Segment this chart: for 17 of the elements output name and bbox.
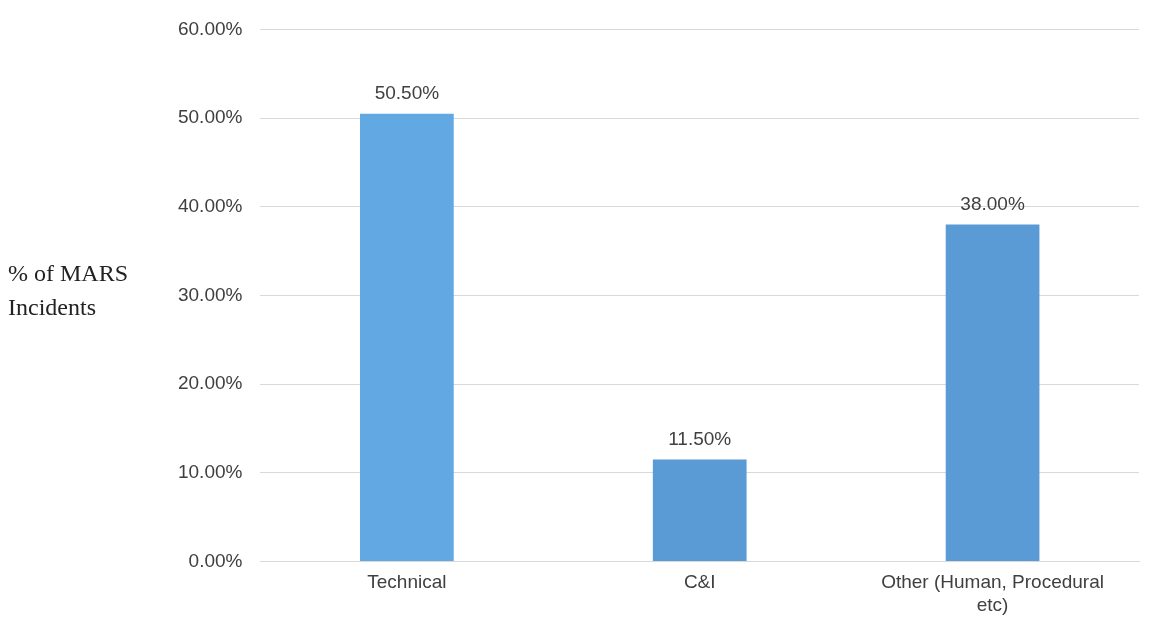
x-tick-label: Technical bbox=[367, 571, 447, 593]
y-tick-label: 10.00% bbox=[177, 460, 243, 482]
data-label: 50.50% bbox=[374, 82, 440, 104]
data-label: 11.50% bbox=[668, 428, 732, 450]
bar bbox=[945, 224, 1040, 561]
bar bbox=[360, 113, 454, 561]
y-tick-label: 20.00% bbox=[177, 372, 243, 394]
y-tick-label: 60.00% bbox=[177, 17, 243, 39]
y-tick-label: 50.00% bbox=[177, 106, 243, 128]
x-tick-label: Other (Human, Procedural etc) bbox=[881, 571, 1104, 615]
y-tick-label: 30.00% bbox=[177, 283, 243, 305]
y-tick-label: 0.00% bbox=[188, 549, 243, 571]
y-tick-label: 40.00% bbox=[177, 194, 243, 216]
y-axis-title: % of MARS Incidents bbox=[8, 259, 129, 322]
data-label: 38.00% bbox=[960, 193, 1025, 215]
bar bbox=[652, 459, 747, 561]
x-tick-label: C&I bbox=[683, 571, 716, 593]
